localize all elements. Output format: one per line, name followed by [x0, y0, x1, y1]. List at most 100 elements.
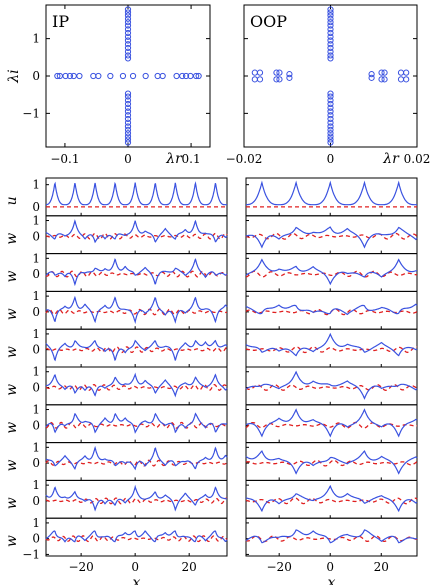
series-line-solid [246, 180, 417, 206]
line-panel-ip-row-0 [45, 177, 228, 217]
data-point [124, 52, 132, 59]
data-point [129, 72, 137, 80]
y-tick-label: 0 [32, 229, 40, 243]
data-point [327, 48, 334, 55]
data-point [327, 115, 334, 123]
data-point [327, 41, 334, 48]
series-line-dashed [46, 346, 228, 354]
y-axis-label: w [4, 270, 20, 282]
line-panel-oop-row-7 [245, 442, 418, 481]
y-axis-label: w [4, 422, 20, 434]
y-tick-label: 0 [32, 343, 40, 357]
x-tick-label: 20 [182, 560, 197, 574]
panel-label: OOP [250, 12, 287, 31]
y-tick-label: 0 [32, 267, 40, 281]
data-point [327, 130, 334, 137]
data-point [124, 26, 132, 33]
data-point [70, 72, 77, 80]
data-point [76, 72, 83, 80]
data-point [90, 72, 97, 80]
data-point [124, 123, 132, 130]
y-tick-label: 0 [32, 305, 40, 319]
data-point [368, 74, 375, 81]
line-panel-ip-row-5 [45, 366, 228, 406]
line-panel-ip-row-6 [45, 404, 228, 444]
data-point [327, 104, 334, 111]
x-tick-label: 0 [124, 152, 132, 166]
axes-frame [45, 366, 228, 406]
y-tick-label: 1 [32, 251, 40, 265]
series-line-solid [245, 303, 418, 316]
y-tick-label: 0 [32, 69, 40, 83]
y-axis-label: w [4, 233, 20, 245]
series-line-dashed [45, 535, 228, 543]
data-point [273, 76, 280, 83]
series-line-dashed [46, 497, 228, 505]
x-axis-label: λr [382, 151, 400, 167]
series-line-dashed [245, 535, 418, 543]
x-tick-label: 0 [326, 560, 334, 574]
y-tick-label: −1 [22, 547, 40, 561]
series-line-solid [45, 258, 228, 287]
data-point [124, 139, 132, 146]
x-tick-label: 20 [374, 560, 389, 574]
data-point [327, 19, 334, 26]
data-point [124, 97, 132, 104]
series-line-solid [245, 450, 418, 475]
axes-frame [245, 215, 418, 255]
x-tick-label: 0.02 [404, 152, 431, 166]
data-point [124, 119, 132, 126]
data-point [124, 93, 132, 100]
y-tick-label: 0 [32, 494, 40, 508]
y-tick-label: 1 [32, 327, 40, 341]
line-panel-oop-row-2 [245, 253, 418, 292]
x-tick-label: −20 [267, 560, 292, 574]
series-line-solid [45, 445, 228, 471]
y-axis-label: u [4, 196, 20, 205]
x-tick-label: −20 [68, 560, 93, 574]
data-point [124, 9, 132, 16]
data-point [179, 72, 186, 80]
series-line-solid [245, 370, 418, 400]
series-line-dashed [45, 421, 227, 429]
line-panel-oop-row-8 [245, 479, 418, 519]
series-line-dashed [45, 232, 228, 240]
series-line-solid [245, 484, 418, 513]
series-line-solid [245, 258, 417, 286]
series-line-solid [245, 332, 418, 357]
series-line-solid [45, 530, 228, 543]
data-point [124, 112, 132, 119]
data-point [327, 15, 334, 22]
data-point [378, 76, 385, 83]
data-point [124, 115, 132, 123]
x-tick-label: 0 [131, 560, 139, 574]
y-tick-label: 0 [32, 456, 40, 470]
y-tick-label: 0 [32, 532, 40, 546]
series-line-dashed [45, 308, 228, 316]
series-line-solid [245, 529, 418, 544]
axes-frame [45, 479, 228, 519]
axes-frame [45, 328, 228, 368]
data-point [256, 69, 264, 76]
data-point [124, 15, 132, 22]
axes-frame [45, 177, 228, 217]
x-axis-label: x [328, 575, 336, 585]
y-tick-label: 1 [32, 403, 40, 417]
series-line-solid [245, 226, 418, 249]
data-point [124, 37, 132, 44]
data-point [368, 71, 375, 78]
data-point [154, 72, 161, 80]
y-axis-label: w [4, 346, 20, 358]
y-axis-label: w [4, 308, 20, 320]
data-point [327, 26, 334, 33]
data-point [124, 104, 132, 111]
data-point [124, 19, 132, 26]
line-panel-ip-row-4 [45, 328, 228, 368]
axes-frame [45, 253, 228, 292]
data-point [403, 69, 410, 76]
scatter-panel-ip [45, 4, 211, 148]
data-point [327, 139, 334, 146]
axes-frame [245, 177, 418, 217]
data-point [54, 72, 61, 80]
